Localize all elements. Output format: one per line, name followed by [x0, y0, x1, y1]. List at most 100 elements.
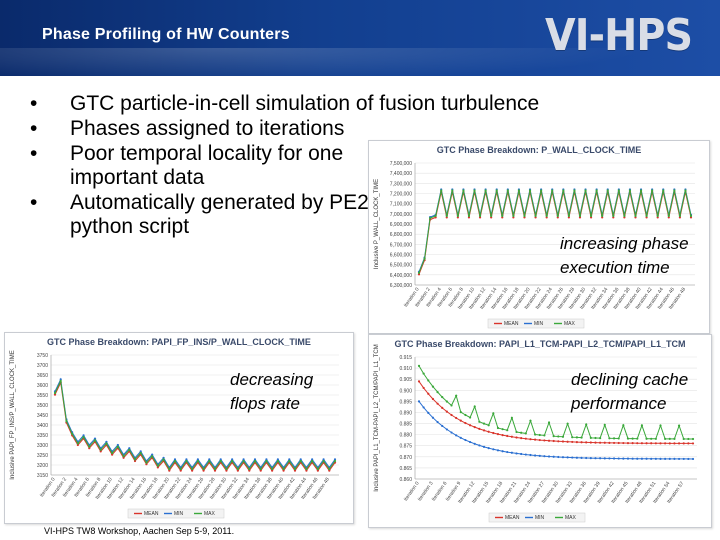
series-mean-point: [664, 442, 667, 445]
series-max-point: [639, 189, 643, 192]
series-max-point: [417, 271, 421, 274]
series-max-point: [464, 413, 467, 417]
series-mean-point: [571, 440, 574, 444]
y-tick-label: 6,600,000: [390, 253, 412, 259]
series-max-point: [487, 424, 490, 427]
series-max-point: [684, 189, 687, 192]
annotation-wall-clock: increasing phase execution time: [560, 234, 689, 277]
series-min-point: [431, 416, 435, 419]
y-tick-label: 3150: [37, 473, 48, 479]
series-min-point: [571, 456, 574, 459]
series-mean-point: [645, 442, 648, 445]
series-min-point: [496, 449, 500, 452]
series-max-point: [440, 189, 443, 192]
series-max-point: [265, 459, 268, 463]
series-max-point: [253, 459, 257, 463]
series-mean-point: [668, 442, 671, 445]
y-tick-label: 7,500,000: [390, 161, 412, 167]
series-mean-point: [133, 459, 137, 463]
series-max-point: [622, 424, 625, 427]
series-max-point: [543, 434, 546, 437]
series-max-point: [595, 189, 598, 192]
series-min-point: [151, 453, 154, 456]
series-max-point: [584, 189, 587, 192]
series-mean-point: [552, 439, 555, 443]
y-tick-label: 3450: [37, 413, 48, 419]
y-axis-label: Inclusive P_WALL_CLOCK_TIME: [374, 179, 380, 269]
series-mean-point: [122, 456, 125, 459]
series-max-point: [76, 442, 79, 445]
series-mean-point: [566, 440, 569, 443]
series-max-point: [515, 430, 518, 434]
y-tick-label: 6,900,000: [390, 222, 412, 228]
legend-label: MIN: [534, 321, 544, 327]
series-max-point: [547, 421, 551, 424]
series-min-point: [422, 406, 425, 409]
series-max-point: [191, 467, 194, 471]
series-min-point: [515, 452, 518, 455]
series-min-point: [506, 450, 509, 454]
series-min-point: [682, 457, 685, 461]
series-mean-point: [450, 413, 453, 417]
series-max-point: [434, 214, 437, 217]
series-mean-point: [650, 442, 653, 445]
series-mean-point: [612, 216, 615, 219]
series-mean-point: [557, 440, 560, 443]
series-max-point: [589, 436, 592, 439]
series-max-point: [650, 437, 653, 440]
series-max-point: [631, 437, 634, 440]
series-mean-point: [145, 463, 148, 466]
series-max-point: [185, 459, 188, 463]
series-max-point: [208, 459, 211, 463]
series-max-point: [423, 257, 426, 260]
series-max-point: [552, 435, 555, 438]
series-mean-point: [543, 439, 546, 442]
series-max-point: [691, 437, 695, 441]
series-max-point: [299, 459, 302, 463]
series-mean-point: [556, 216, 559, 219]
series-mean-point: [487, 430, 490, 433]
series-max-point: [196, 459, 199, 463]
legend-label: MIN: [535, 515, 545, 521]
series-max-line: [418, 190, 692, 273]
y-tick-label: 7,100,000: [390, 202, 412, 208]
series-max-point: [496, 426, 500, 430]
series-mean-point: [682, 442, 685, 445]
bullet-item: • Automatically generated by PE2 python s…: [30, 191, 369, 238]
series-max-point: [634, 214, 637, 217]
series-max-point: [179, 467, 182, 471]
series-max-point: [467, 214, 471, 217]
series-max-point: [571, 436, 574, 439]
series-max-point: [687, 437, 690, 441]
series-max-point: [578, 214, 582, 217]
series-max-point: [501, 214, 504, 217]
series-min-point: [59, 378, 62, 381]
series-max-point: [473, 405, 476, 408]
series-mean-point: [515, 436, 518, 439]
series-min-point: [575, 456, 578, 459]
series-max-point: [608, 437, 611, 440]
series-max-point: [561, 435, 565, 438]
series-max-point: [53, 391, 57, 395]
legend-label: MIN: [174, 511, 184, 517]
chart-svg: GTC Phase Breakdown: PAPI_FP_INS/P_WALL_…: [10, 337, 339, 519]
series-mean-point: [501, 216, 504, 219]
series-max-line: [54, 379, 336, 470]
vi-hps-logo: VI-HPS: [545, 10, 693, 61]
legend-label: MAX: [565, 515, 577, 521]
series-min-point: [636, 457, 639, 460]
series-min-point: [668, 457, 671, 460]
series-min-point: [459, 436, 462, 439]
series-mean-point: [561, 440, 565, 443]
series-min-point: [253, 458, 257, 461]
series-max-point: [523, 214, 526, 217]
series-max-point: [601, 214, 604, 217]
series-min-point: [501, 450, 504, 453]
series-max-point: [573, 189, 576, 192]
series-max-point: [65, 419, 68, 423]
series-max-point: [316, 467, 319, 471]
chart-svg: GTC Phase Breakdown: P_WALL_CLOCK_TIME In…: [374, 145, 695, 329]
y-tick-label: 6,300,000: [390, 283, 412, 289]
series-max-point: [651, 189, 654, 192]
series-mean-point: [445, 410, 448, 413]
